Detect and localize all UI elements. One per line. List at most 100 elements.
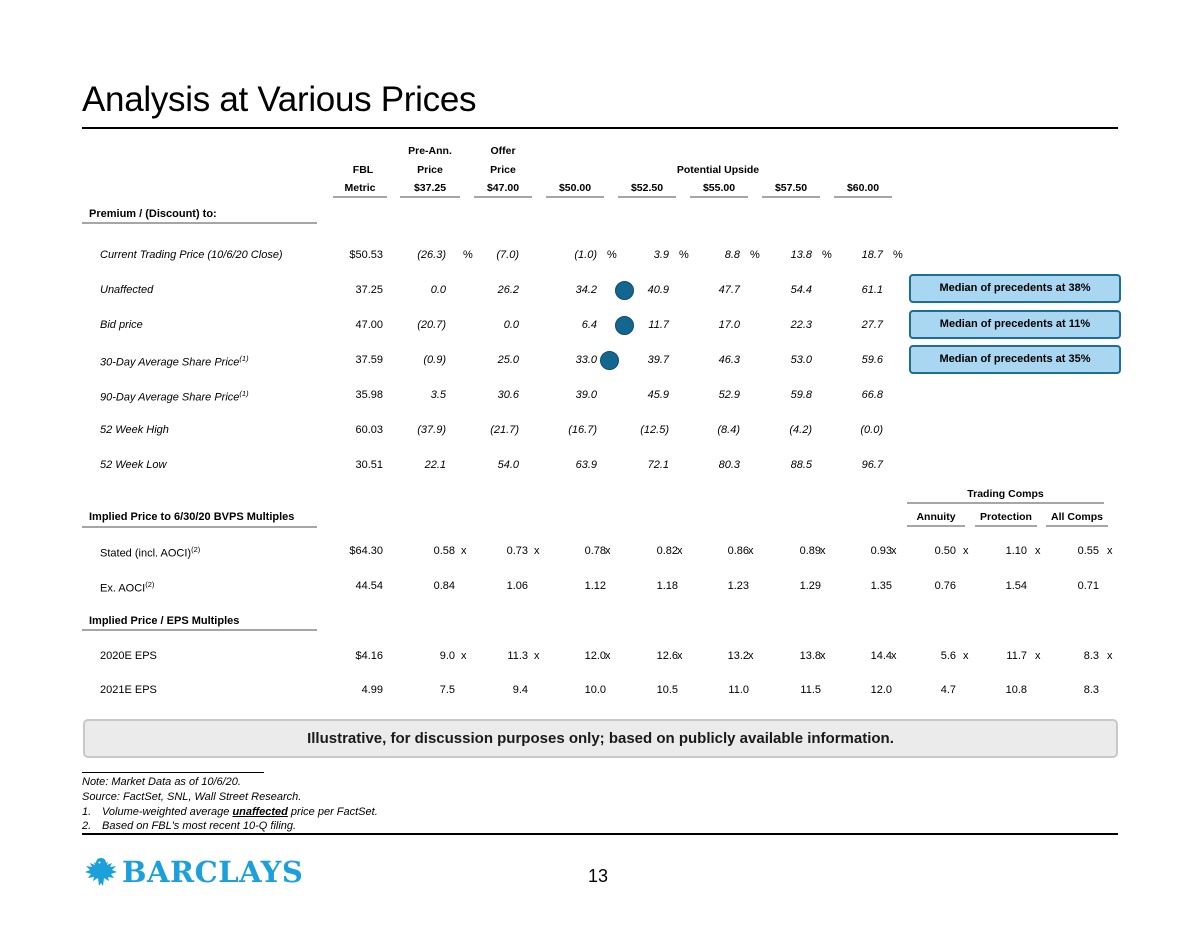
multiple-suffix: x [748,545,754,557]
col-potential-upside: Potential Upside [676,164,760,176]
section-eps-rule [82,629,317,631]
premium-value: (4.2) [789,424,812,436]
multiple-suffix: x [534,545,540,557]
premium-value: (8.4) [717,424,740,436]
col-upside-60: $60.00 [834,182,892,198]
premium-value: 39.0 [575,389,597,401]
multiple-value: 12.6 [656,650,678,662]
multiple-suffix: x [820,545,826,557]
percent-suffix: % [679,249,689,261]
col-offer-line2: Price [490,164,516,176]
premium-value: 54.0 [497,459,519,471]
footnote-ref: (1) [239,354,249,363]
footnote-2: 2. Based on FBL's most recent 10-Q filing… [82,820,296,832]
col-upside-55: $55.00 [690,182,748,198]
premium-value: 33.0 [575,354,597,366]
premium-value: (26.3) [417,249,446,261]
multiple-value: 1.18 [656,580,678,592]
premium-value: 46.3 [718,354,740,366]
section-eps-heading: Implied Price / EPS Multiples [89,615,240,627]
comps-value: 1.54 [1005,580,1027,592]
multiple-value: 0.89 [799,545,821,557]
premium-value: 3.5 [430,389,446,401]
col-upside-50: $50.00 [546,182,604,198]
row-label-text: 52 Week High [100,424,169,436]
premium-value: 22.3 [790,319,812,331]
multiple-value: 12.0 [584,650,606,662]
multiple-suffix: x [891,545,897,557]
metric-value: 37.59 [355,354,383,366]
col-preann-price: $37.25 [400,182,460,198]
premium-value: (20.7) [417,319,446,331]
premium-value: 6.4 [581,319,597,331]
percent-suffix: % [750,249,760,261]
row-label-premium: Bid price [100,319,143,331]
title-rule [82,127,1118,129]
metric-value: 37.25 [355,284,383,296]
row-label-eps: 2020E EPS [100,650,157,662]
premium-value: 3.9 [653,249,669,261]
premium-value: (7.0) [496,249,519,261]
premium-value: (0.9) [423,354,446,366]
multiple-suffix: x [891,650,897,662]
premium-value: 59.8 [790,389,812,401]
premium-value: 22.1 [424,459,446,471]
multiple-value: 1.35 [870,580,892,592]
premium-value: 61.1 [861,284,883,296]
metric-value: 60.03 [355,424,383,436]
premium-value: (37.9) [417,424,446,436]
multiple-suffix: x [1035,650,1041,662]
col-comps-protection: Protection [975,511,1037,527]
multiple-value: 11.3 [507,650,528,662]
col-upside-57-50: $57.50 [762,182,820,198]
multiple-suffix: x [605,545,611,557]
row-label-bvps: Ex. AOCI(2) [100,580,154,595]
footnote-ref: (1) [239,389,249,398]
col-preann-line2: Price [417,164,443,176]
premium-value: 0.0 [503,319,519,331]
logo-wordmark: BARCLAYS [122,855,304,889]
multiple-suffix: x [1035,545,1041,557]
row-label-text: 52 Week Low [100,459,167,471]
premium-value: (1.0) [574,249,597,261]
premium-value: 63.9 [575,459,597,471]
multiple-value: 9.4 [512,684,528,696]
row-label-premium: Current Trading Price (10/6/20 Close) [100,249,283,261]
multiple-suffix: x [677,545,683,557]
premium-value: 47.7 [718,284,740,296]
multiple-value: 10.5 [656,684,678,696]
comps-value: 8.3 [1083,650,1099,662]
section-bvps-rule [82,526,317,528]
callout-median-30day: Median of precedents at 35% [909,345,1121,374]
comps-value: 0.71 [1077,580,1099,592]
multiple-suffix: x [963,650,969,662]
footnote-2-number: 2. [82,820,92,832]
footnote-1-post: price per FactSet. [287,806,378,818]
metric-value: 44.54 [355,580,383,592]
premium-value: 52.9 [718,389,740,401]
premium-value: 40.9 [647,284,669,296]
premium-value: 39.7 [647,354,669,366]
premium-value: 25.0 [497,354,519,366]
row-label-text: 90-Day Average Share Price [100,391,240,404]
premium-value: (0.0) [860,424,883,436]
row-label-premium: 52 Week Low [100,459,166,471]
comps-value: 1.10 [1005,545,1027,557]
multiple-value: 9.0 [439,650,455,662]
metric-value: 35.98 [355,389,383,401]
row-label-text: 2021E EPS [100,684,157,696]
footnote-ref: (2) [191,545,201,554]
premium-value: 0.0 [430,284,446,296]
premium-value: 53.0 [790,354,812,366]
premium-value: 59.6 [861,354,883,366]
premium-value: 34.2 [575,284,597,296]
col-offer-line1: Offer [490,145,516,157]
premium-value: (16.7) [568,424,597,436]
disclaimer-banner: Illustrative, for discussion purposes on… [83,719,1118,758]
median-marker-dot [615,281,634,300]
median-marker-dot [615,316,634,335]
comps-value: 8.3 [1083,684,1099,696]
footnote-1-emphasis: unaffected [232,806,288,818]
multiple-value: 13.2 [727,650,749,662]
footnote-ref: (2) [145,580,155,589]
